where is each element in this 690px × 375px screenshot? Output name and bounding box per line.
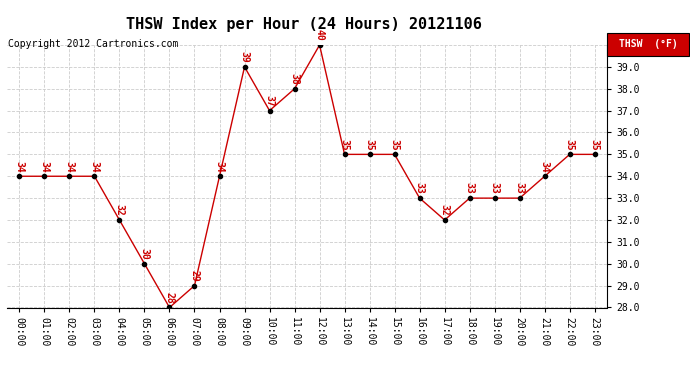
Text: 33: 33: [464, 182, 475, 194]
Text: 35: 35: [590, 139, 600, 150]
Text: 33: 33: [490, 182, 500, 194]
Text: 40: 40: [315, 29, 324, 41]
Text: 33: 33: [515, 182, 524, 194]
Text: 32: 32: [440, 204, 450, 216]
Text: 34: 34: [215, 160, 224, 172]
Text: 37: 37: [264, 95, 275, 106]
Text: 34: 34: [39, 160, 50, 172]
Text: 34: 34: [14, 160, 24, 172]
Text: 35: 35: [564, 139, 575, 150]
Text: 32: 32: [115, 204, 124, 216]
Text: 28: 28: [164, 292, 175, 303]
Text: 35: 35: [390, 139, 400, 150]
Text: Copyright 2012 Cartronics.com: Copyright 2012 Cartronics.com: [8, 39, 179, 50]
Text: 35: 35: [364, 139, 375, 150]
Text: 34: 34: [90, 160, 99, 172]
Text: 34: 34: [540, 160, 550, 172]
Text: THSW Index per Hour (24 Hours) 20121106: THSW Index per Hour (24 Hours) 20121106: [126, 17, 482, 32]
Text: 29: 29: [190, 270, 199, 282]
Text: 38: 38: [290, 73, 299, 85]
Text: 39: 39: [239, 51, 250, 63]
Text: 33: 33: [415, 182, 424, 194]
Text: 34: 34: [64, 160, 75, 172]
Text: 35: 35: [339, 139, 350, 150]
Text: 30: 30: [139, 248, 150, 260]
Text: THSW  (°F): THSW (°F): [618, 39, 678, 49]
